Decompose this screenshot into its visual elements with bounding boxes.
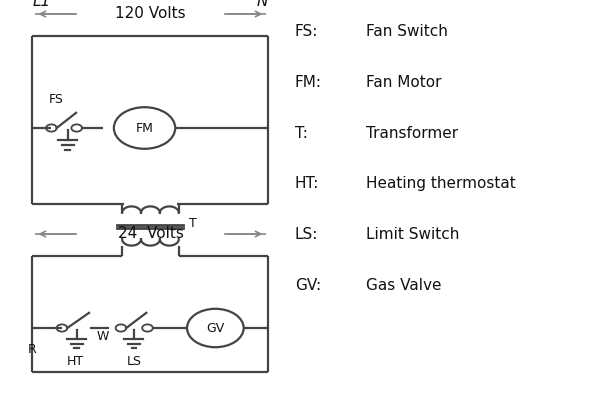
Text: FS: FS bbox=[48, 93, 64, 106]
Text: T: T bbox=[189, 217, 197, 230]
Text: LS: LS bbox=[126, 355, 142, 368]
Text: Transformer: Transformer bbox=[366, 126, 458, 141]
Text: Gas Valve: Gas Valve bbox=[366, 278, 441, 293]
Text: LS:: LS: bbox=[295, 227, 319, 242]
Text: N: N bbox=[257, 0, 268, 10]
Text: Heating thermostat: Heating thermostat bbox=[366, 176, 516, 192]
Text: Fan Motor: Fan Motor bbox=[366, 75, 441, 90]
Text: 24  Volts: 24 Volts bbox=[117, 226, 183, 242]
Text: Limit Switch: Limit Switch bbox=[366, 227, 459, 242]
Text: W: W bbox=[96, 330, 109, 343]
Text: FM:: FM: bbox=[295, 75, 322, 90]
Text: T:: T: bbox=[295, 126, 308, 141]
Text: GV:: GV: bbox=[295, 278, 321, 293]
Text: 120 Volts: 120 Volts bbox=[115, 6, 186, 22]
Text: L1: L1 bbox=[32, 0, 51, 10]
Text: GV: GV bbox=[206, 322, 224, 334]
Text: Fan Switch: Fan Switch bbox=[366, 24, 448, 39]
Text: HT: HT bbox=[66, 355, 84, 368]
Text: FS:: FS: bbox=[295, 24, 319, 39]
Text: FM: FM bbox=[136, 122, 153, 134]
Text: HT:: HT: bbox=[295, 176, 319, 192]
Text: R: R bbox=[28, 343, 37, 356]
